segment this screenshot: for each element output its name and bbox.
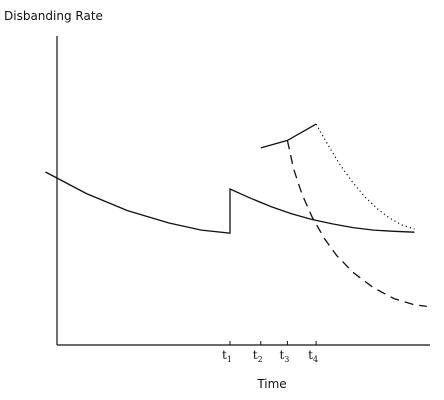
x-tick-label: t4 [308, 348, 318, 364]
series-line-1-solid [45, 171, 415, 234]
y-axis-label: Disbanding Rate [4, 9, 103, 23]
series-group [45, 123, 427, 308]
series-line-3-dashed [286, 140, 427, 308]
x-tick-label: t3 [279, 348, 289, 364]
x-ticks: t1 t2 t3 t4 [222, 341, 318, 364]
x-tick-label: t2 [253, 348, 263, 364]
x-axis-label: Time [256, 377, 286, 391]
x-tick-label: t1 [222, 348, 232, 364]
series-line-4-dotted [315, 123, 415, 230]
